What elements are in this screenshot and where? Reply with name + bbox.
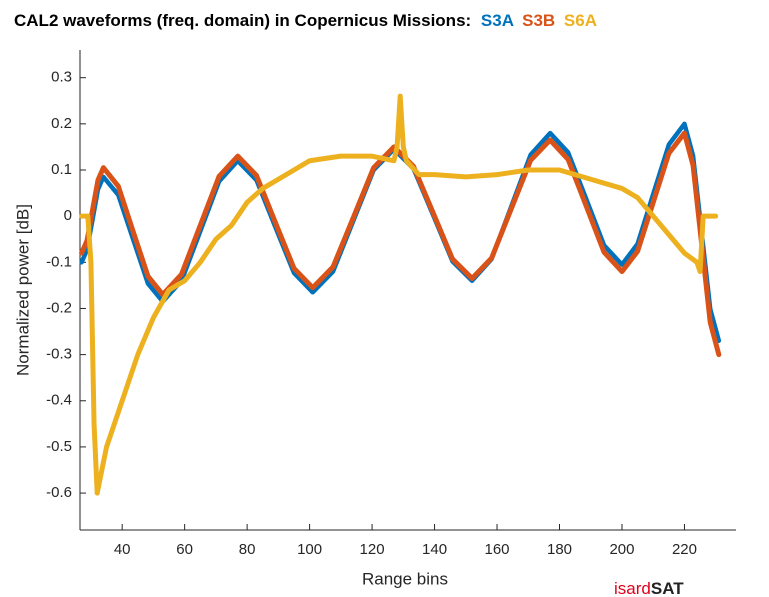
x-tick-label: 80 <box>239 541 256 558</box>
y-tick-label: -0.4 <box>46 392 72 409</box>
series-line <box>79 130 722 358</box>
y-tick-label: 0 <box>64 207 72 224</box>
logo: isardSAT <box>614 579 684 597</box>
series-line <box>79 93 719 496</box>
y-tick-label: -0.5 <box>46 438 72 455</box>
title-series: S3A <box>481 11 514 30</box>
x-tick-label: 60 <box>176 541 193 558</box>
x-tick-label: 160 <box>485 541 510 558</box>
x-tick-label: 100 <box>297 541 322 558</box>
y-tick-label: 0.1 <box>51 161 72 178</box>
x-tick-label: 200 <box>609 541 634 558</box>
x-tick-label: 220 <box>672 541 697 558</box>
y-tick-label: 0.3 <box>51 69 72 86</box>
x-tick-label: 140 <box>422 541 447 558</box>
y-axis-label: Normalized power [dB] <box>13 204 32 376</box>
y-tick-label: -0.6 <box>46 484 72 501</box>
y-tick-label: 0.2 <box>51 115 72 132</box>
logo-part: SAT <box>651 579 684 597</box>
x-tick-label: 120 <box>360 541 385 558</box>
logo-part: isard <box>614 579 651 597</box>
y-tick-label: -0.3 <box>46 346 72 363</box>
x-axis-label: Range bins <box>362 569 448 588</box>
title-series: S3B <box>522 11 555 30</box>
x-tick-label: 180 <box>547 541 572 558</box>
y-tick-label: -0.1 <box>46 253 72 270</box>
title-series: S6A <box>564 11 597 30</box>
title-text: CAL2 waveforms (freq. domain) in Coperni… <box>14 11 471 30</box>
x-tick-label: 40 <box>114 541 131 558</box>
chart-title: CAL2 waveforms (freq. domain) in Coperni… <box>14 11 597 30</box>
y-tick-label: -0.2 <box>46 299 72 316</box>
